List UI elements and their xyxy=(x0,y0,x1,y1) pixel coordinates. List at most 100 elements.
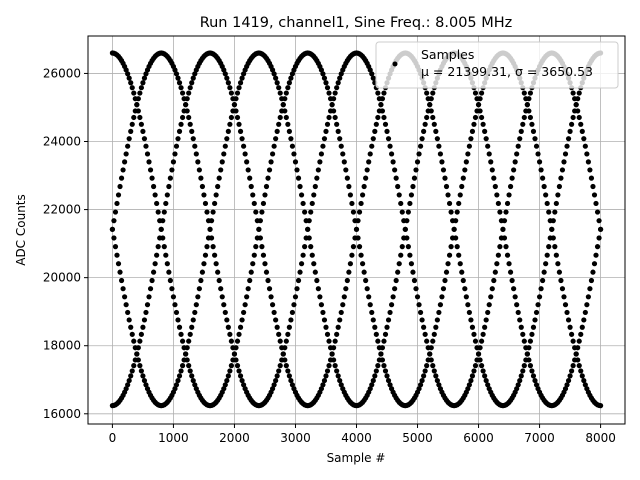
sample-point xyxy=(140,128,146,134)
sample-point xyxy=(512,294,518,300)
sample-point xyxy=(422,368,428,374)
sample-point xyxy=(318,151,325,157)
sample-point xyxy=(201,261,207,267)
sample-point xyxy=(289,309,296,316)
sample-point xyxy=(482,128,488,134)
sample-point xyxy=(195,159,201,165)
sample-point xyxy=(543,192,549,198)
sample-point xyxy=(442,175,448,181)
sample-point xyxy=(425,96,431,102)
sample-point xyxy=(141,317,148,323)
sample-point xyxy=(489,167,495,173)
sample-point xyxy=(154,252,160,258)
sample-point xyxy=(198,277,204,284)
sample-point xyxy=(565,317,572,323)
sample-point xyxy=(529,331,535,337)
sample-point xyxy=(475,351,482,357)
sample-point xyxy=(276,121,282,127)
sample-point xyxy=(437,302,444,308)
sample-point xyxy=(128,128,134,134)
sample-point xyxy=(172,302,178,308)
sample-point xyxy=(530,373,537,379)
sample-point xyxy=(515,382,521,388)
sample-point xyxy=(454,244,460,250)
sample-point xyxy=(189,80,195,86)
sample-point xyxy=(233,108,239,114)
sample-point xyxy=(387,143,393,149)
sample-point xyxy=(543,261,549,267)
sample-point xyxy=(192,143,198,149)
sample-point xyxy=(283,114,289,121)
sample-point xyxy=(192,382,198,388)
sample-point xyxy=(154,200,160,207)
sample-point xyxy=(540,175,546,181)
sample-point xyxy=(250,261,256,267)
sample-point xyxy=(392,286,398,292)
sample-point xyxy=(584,151,590,157)
sample-point xyxy=(155,244,161,250)
sample-point xyxy=(520,121,526,127)
sample-point xyxy=(269,67,276,73)
sample-point xyxy=(178,331,184,337)
sample-point xyxy=(569,331,575,337)
sample-point xyxy=(233,357,239,363)
sample-point xyxy=(421,324,427,330)
y-axis-label: ADC Counts xyxy=(14,194,28,266)
sample-point xyxy=(533,309,540,316)
sample-point xyxy=(388,302,395,308)
sample-point xyxy=(373,121,379,127)
sample-point xyxy=(178,368,184,374)
sample-point xyxy=(575,108,581,114)
x-tick-label: 0 xyxy=(109,431,117,445)
sample-point xyxy=(511,286,517,292)
sample-point xyxy=(222,382,228,388)
sample-point xyxy=(323,324,329,330)
sample-point xyxy=(131,363,137,369)
sample-point xyxy=(265,277,271,284)
sample-point xyxy=(360,261,366,267)
sample-point xyxy=(176,80,183,86)
sample-point xyxy=(306,218,312,224)
sample-point xyxy=(112,209,119,215)
sample-point xyxy=(225,324,231,330)
sample-point xyxy=(161,209,167,215)
sample-point xyxy=(152,192,158,198)
sample-point xyxy=(282,108,288,114)
sample-point xyxy=(230,345,236,351)
sample-point xyxy=(280,351,286,357)
sample-point xyxy=(466,382,472,388)
sample-point xyxy=(564,309,570,316)
sample-point xyxy=(427,102,433,108)
sample-point xyxy=(509,175,515,181)
sample-point xyxy=(485,143,491,149)
sample-point xyxy=(247,277,253,284)
sample-point xyxy=(140,373,146,379)
sample-point xyxy=(274,324,280,330)
sample-point xyxy=(536,294,543,300)
sample-point xyxy=(425,345,431,351)
sample-point xyxy=(436,382,442,388)
sample-point xyxy=(462,286,468,292)
sample-point xyxy=(138,85,144,91)
sample-point xyxy=(289,143,296,149)
sample-point xyxy=(520,331,526,337)
sample-point xyxy=(173,309,180,316)
sample-point xyxy=(297,183,303,190)
sample-point xyxy=(277,338,283,344)
sample-point xyxy=(382,368,389,374)
sample-point xyxy=(556,183,563,190)
sample-point xyxy=(384,324,390,330)
sample-point xyxy=(152,261,158,267)
sample-point xyxy=(312,269,318,275)
sample-point xyxy=(369,143,375,149)
sample-point xyxy=(355,218,361,224)
sample-point xyxy=(163,200,169,207)
sample-point xyxy=(117,269,123,275)
sample-point xyxy=(585,159,591,165)
sample-point xyxy=(125,382,131,388)
sample-point xyxy=(364,286,370,292)
sample-point xyxy=(573,102,579,108)
sample-point xyxy=(570,114,576,121)
sample-point xyxy=(442,277,448,284)
sample-point xyxy=(302,244,308,250)
